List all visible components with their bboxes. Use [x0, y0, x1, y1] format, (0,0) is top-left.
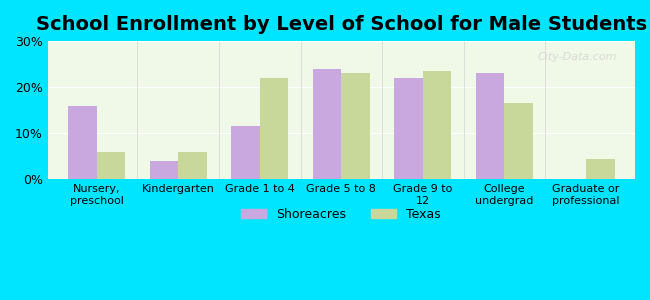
- Bar: [395, 78, 423, 179]
- Text: City-Data.com: City-Data.com: [538, 52, 617, 62]
- Bar: [341, 74, 370, 179]
- Bar: [231, 126, 260, 179]
- Bar: [97, 152, 125, 179]
- Bar: [423, 71, 452, 179]
- Bar: [313, 69, 341, 179]
- Bar: [504, 103, 533, 179]
- Bar: [260, 78, 289, 179]
- Bar: [150, 161, 178, 179]
- Legend: Shoreacres, Texas: Shoreacres, Texas: [237, 203, 447, 226]
- Bar: [476, 74, 504, 179]
- Title: School Enrollment by Level of School for Male Students: School Enrollment by Level of School for…: [36, 15, 647, 34]
- Bar: [586, 159, 615, 179]
- Bar: [68, 106, 97, 179]
- Bar: [178, 152, 207, 179]
